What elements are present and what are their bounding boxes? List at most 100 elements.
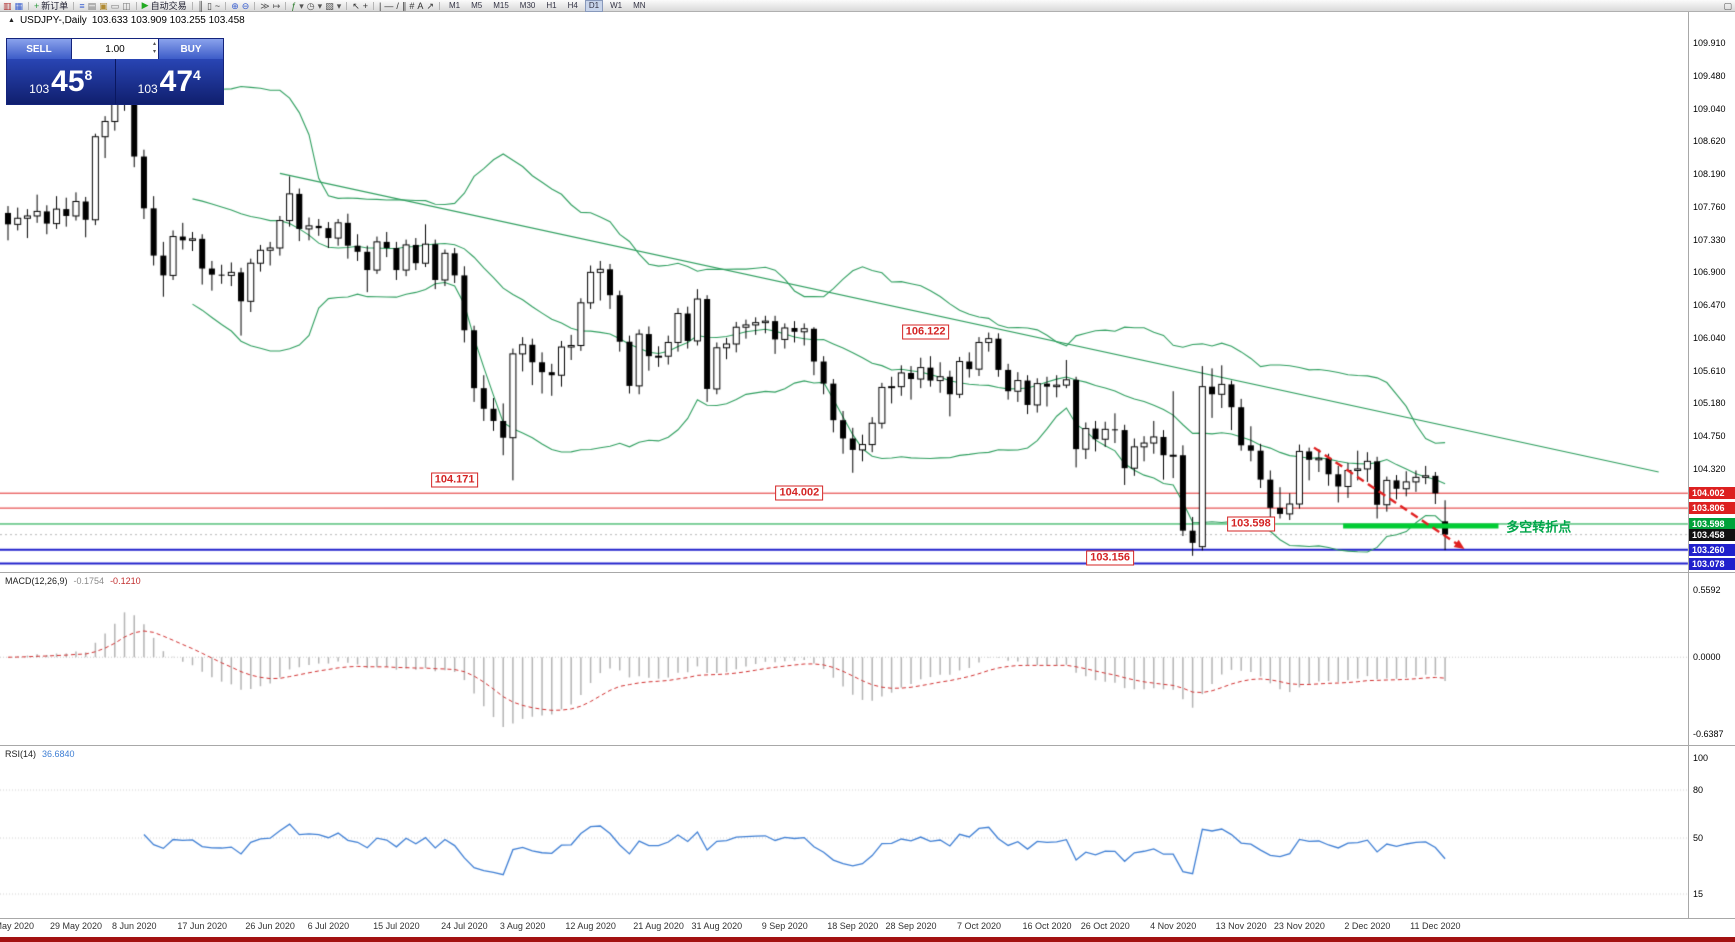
- price-annotation-label[interactable]: 103.156: [1086, 550, 1134, 566]
- trendline-icon[interactable]: /: [396, 0, 399, 11]
- zoom-out-icon[interactable]: ⊖: [241, 0, 250, 11]
- new-order-button[interactable]: + 新订单: [34, 0, 69, 12]
- auto-scroll-icon[interactable]: ≫: [260, 0, 270, 11]
- zoom-in-icon[interactable]: ⊕: [231, 0, 239, 11]
- arrows-icon[interactable]: ↗: [426, 0, 434, 11]
- line-chart-icon[interactable]: ~: [214, 0, 221, 11]
- buy-price-display[interactable]: 103 47 4: [116, 59, 224, 104]
- strategy-tester-icon[interactable]: ◫: [122, 0, 131, 11]
- candles-chart-icon[interactable]: ▯: [206, 0, 212, 11]
- channel-icon[interactable]: ∥: [401, 0, 407, 11]
- auto-trading-icon: ▶: [141, 0, 149, 10]
- time-axis-label: 16 Oct 2020: [1022, 921, 1072, 931]
- price-scale-label: 108.620: [1693, 136, 1726, 147]
- chart-shift-icon[interactable]: ↦: [272, 0, 281, 11]
- timeframe-m15-button[interactable]: M15: [493, 0, 509, 10]
- macd-scale-label: 0.5592: [1693, 585, 1721, 595]
- price-annotation-label[interactable]: 104.002: [775, 485, 824, 501]
- price-annotation-label[interactable]: 106.122: [901, 324, 950, 340]
- periods-icon[interactable]: ◷: [306, 0, 315, 11]
- macd-panel-label: MACD(12,26,9) -0.1754 -0.1210: [5, 576, 141, 586]
- toolbar-separator: [73, 1, 75, 10]
- fibonacci-icon[interactable]: #: [409, 0, 415, 11]
- volume-down-icon[interactable]: ▾: [152, 49, 156, 55]
- price-divider: [114, 59, 116, 104]
- turning-point-label[interactable]: 多空转折点: [1506, 519, 1572, 535]
- time-axis-label: 20 May 2020: [0, 921, 35, 931]
- data-window-icon[interactable]: ▤: [87, 0, 97, 11]
- timeframe-h4-button[interactable]: H4: [567, 0, 578, 10]
- timeframe-m5-button[interactable]: M5: [471, 0, 483, 10]
- volume-value: 1.00: [105, 43, 125, 55]
- price-scale-label: 107.330: [1693, 234, 1726, 245]
- time-axis-label: 28 Sep 2020: [885, 921, 937, 931]
- market-watch-icon[interactable]: ≡: [79, 0, 85, 11]
- timeframe-d1-button[interactable]: D1: [584, 0, 604, 12]
- rsi-name: RSI(14): [5, 749, 37, 759]
- one-click-collapse-icon[interactable]: ▲: [8, 17, 15, 24]
- time-axis-label: 3 Aug 2020: [499, 921, 546, 931]
- chart-title: ▲ USDJPY-,Daily 103.633 103.909 103.255 …: [8, 15, 245, 26]
- timeframe-m30-button[interactable]: M30: [519, 0, 536, 10]
- templates-icon[interactable]: ▧: [325, 0, 334, 11]
- terminal-icon[interactable]: ▭: [110, 0, 120, 11]
- buy-price-prefix: 103: [137, 81, 158, 96]
- price-marker: 103.458: [1689, 528, 1735, 541]
- time-axis-label: 29 May 2020: [49, 921, 102, 931]
- toolbar-separator: [254, 1, 256, 10]
- rsi-scale-label: 15: [1693, 889, 1704, 899]
- auto-trading-button[interactable]: ▶ 自动交易: [141, 0, 187, 11]
- app-icon[interactable]: ▥: [3, 0, 12, 11]
- templates-dropdown-icon[interactable]: ▾: [336, 0, 342, 11]
- indicators-icon[interactable]: ƒ: [291, 0, 297, 11]
- macd-panel-separator[interactable]: [0, 572, 1735, 573]
- timeframe-mn-button[interactable]: MN: [633, 0, 646, 10]
- new-chart-icon[interactable]: ▦: [14, 0, 24, 11]
- rsi-panel-separator[interactable]: [0, 745, 1735, 746]
- indicators-dropdown-icon[interactable]: ▾: [299, 0, 304, 11]
- crosshair-icon[interactable]: +: [362, 0, 369, 11]
- time-axis-label: 21 Aug 2020: [633, 921, 684, 931]
- time-axis-label: 8 Jun 2020: [111, 921, 157, 931]
- price-marker: 103.078: [1689, 557, 1735, 570]
- price-annotation-label[interactable]: 104.171: [430, 472, 479, 488]
- sell-price-display[interactable]: 103 45 8: [7, 59, 115, 104]
- vertical-line-icon[interactable]: |: [379, 0, 382, 11]
- navigator-icon[interactable]: ▣: [99, 0, 108, 11]
- macd-name: MACD(12,26,9): [5, 576, 68, 586]
- buy-button[interactable]: BUY: [159, 39, 223, 59]
- timeframe-m1-button[interactable]: M1: [448, 0, 461, 10]
- text-icon[interactable]: A: [417, 0, 424, 11]
- price-scale-label: 104.320: [1693, 463, 1726, 474]
- fullscreen-icon[interactable]: ▢: [1723, 0, 1732, 11]
- toolbar-separator: [438, 1, 440, 10]
- time-axis-label: 9 Sep 2020: [761, 921, 808, 931]
- timeframe-w1-button[interactable]: W1: [610, 0, 623, 10]
- sell-price-prefix: 103: [29, 81, 50, 96]
- rsi-scale-label: 100: [1693, 753, 1709, 763]
- periods-dropdown-icon[interactable]: ▾: [317, 0, 323, 11]
- volume-field[interactable]: 1.00 ▴ ▾: [71, 39, 159, 59]
- sell-button[interactable]: SELL: [7, 39, 71, 59]
- sell-price-sup: 8: [84, 66, 93, 83]
- buy-price-sup: 4: [193, 66, 201, 83]
- price-scale-label: 105.180: [1693, 398, 1726, 409]
- ohlc-values: 103.633 103.909 103.255 103.458: [91, 15, 245, 26]
- toolbar-separator: [373, 1, 375, 10]
- price-scale-label: 109.910: [1693, 38, 1726, 48]
- cursor-icon[interactable]: ↖: [352, 0, 360, 11]
- time-axis[interactable]: 20 May 2020 29 May 2020 8 Jun 2020 17 Jun 2…: [0, 919, 1688, 937]
- timeframe-h1-button[interactable]: H1: [546, 0, 557, 10]
- time-axis-label: 4 Nov 2020: [1150, 921, 1197, 931]
- horizontal-line-icon[interactable]: —: [384, 0, 394, 11]
- price-scale[interactable]: 109.910 109.480 109.040 108.620 108.190 107.7…: [1689, 12, 1735, 918]
- bars-chart-icon[interactable]: ║: [197, 0, 204, 11]
- volume-up-icon[interactable]: ▴: [152, 41, 156, 47]
- price-annotation-label[interactable]: 103.598: [1226, 516, 1275, 532]
- time-axis-label: 13 Nov 2020: [1215, 921, 1267, 931]
- macd-signal-value: -0.1210: [110, 576, 141, 586]
- time-axis-label: 2 Dec 2020: [1344, 921, 1391, 931]
